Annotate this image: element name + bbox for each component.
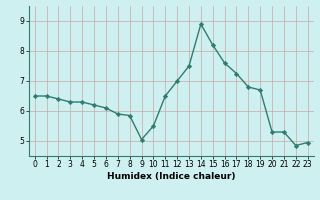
X-axis label: Humidex (Indice chaleur): Humidex (Indice chaleur) bbox=[107, 172, 236, 181]
